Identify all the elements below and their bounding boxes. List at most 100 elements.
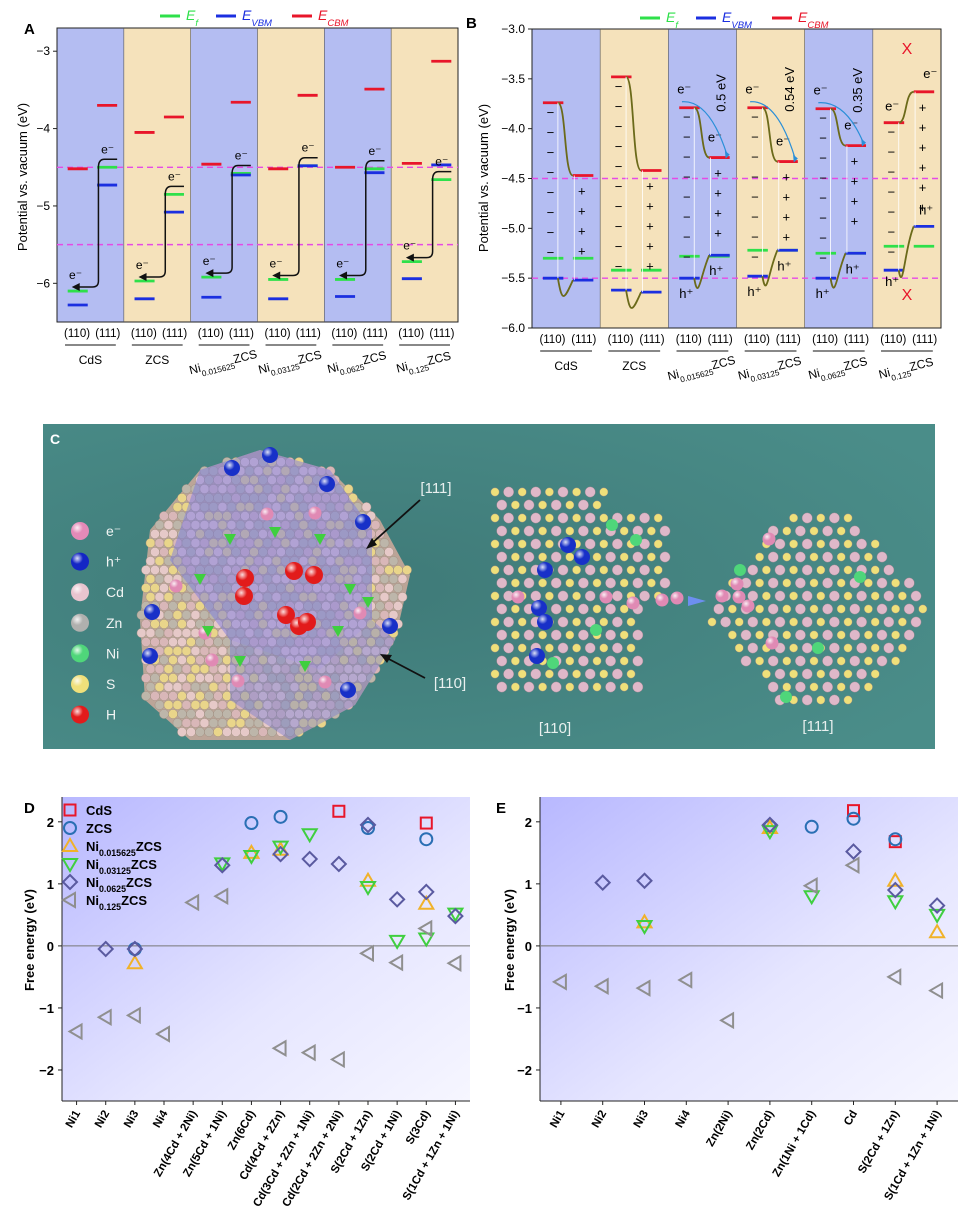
negative-charge: − bbox=[887, 225, 895, 240]
sulfur-atom bbox=[490, 539, 500, 549]
data-point bbox=[97, 940, 115, 958]
surface-atom bbox=[217, 682, 228, 692]
material-label-4: Ni0.0625ZCS bbox=[807, 354, 870, 386]
sulfur-atom bbox=[511, 526, 520, 536]
surface-atom bbox=[384, 601, 394, 611]
cation-atom bbox=[876, 551, 888, 563]
electron-transfer-arrowhead-2 bbox=[205, 269, 214, 278]
surface-atom bbox=[231, 727, 241, 737]
cb-bending-0 bbox=[557, 101, 574, 177]
legend-sphere-shine bbox=[71, 675, 89, 693]
surface-atom bbox=[172, 628, 183, 638]
sulfur-atom bbox=[619, 604, 629, 614]
hole-sphere-shine bbox=[529, 648, 545, 664]
hole-sphere-shine bbox=[340, 682, 356, 698]
surface-atom bbox=[154, 664, 165, 674]
cation-atom bbox=[550, 681, 562, 693]
cation-atom bbox=[801, 564, 813, 576]
cation-atom bbox=[910, 590, 922, 602]
surface-atom bbox=[375, 655, 385, 665]
sulfur-atom bbox=[891, 630, 900, 640]
electron-sphere-shine bbox=[308, 506, 322, 520]
cation-atom bbox=[876, 655, 888, 667]
surface-atom bbox=[343, 700, 354, 710]
band-offset-label: 0.5 eV bbox=[714, 74, 729, 112]
facet-label: (111) bbox=[429, 328, 454, 340]
positive-charge: + bbox=[919, 100, 927, 115]
negative-charge: − bbox=[819, 151, 827, 166]
cation-atom bbox=[496, 681, 508, 693]
sulfur-atom bbox=[511, 604, 520, 614]
cation-atom bbox=[550, 499, 562, 511]
surface-atom bbox=[177, 727, 187, 737]
panel-a-legend: Ef EVBM ECBM bbox=[160, 7, 349, 29]
surface-atom bbox=[379, 610, 390, 620]
data-point bbox=[213, 887, 229, 906]
electron-flow-arrowhead bbox=[861, 138, 867, 147]
blocked-mark-top: X bbox=[902, 41, 913, 58]
vb-bending-4 bbox=[829, 252, 847, 289]
surface-atom bbox=[177, 673, 187, 683]
sulfur-atom bbox=[870, 669, 880, 679]
sulfur-atom bbox=[565, 552, 575, 562]
surface-atom bbox=[145, 556, 156, 566]
sulfur-atom bbox=[517, 643, 527, 653]
negative-charge: − bbox=[615, 99, 623, 114]
hole-label: h⁺ bbox=[846, 261, 860, 276]
cation-atom bbox=[795, 525, 806, 537]
cation-atom bbox=[829, 590, 840, 602]
cation-atom bbox=[632, 551, 644, 563]
data-point bbox=[761, 816, 779, 834]
surface-atom bbox=[168, 529, 178, 539]
data-point bbox=[271, 840, 290, 856]
hole-sphere-shine bbox=[560, 537, 576, 553]
hydrogen-sphere-shine bbox=[285, 562, 303, 580]
surface-atom bbox=[181, 646, 192, 656]
sulfur-atom bbox=[572, 617, 581, 627]
panel-c-letter: C bbox=[50, 431, 60, 447]
surface-atom bbox=[375, 601, 385, 611]
cation-atom bbox=[795, 629, 806, 641]
cation-atom bbox=[822, 629, 833, 641]
data-point bbox=[273, 809, 288, 824]
sulfur-atom bbox=[572, 487, 581, 497]
cation-atom bbox=[584, 486, 596, 498]
nickel-atom bbox=[854, 571, 866, 583]
hole-sphere-shine bbox=[574, 549, 590, 565]
cation-atom bbox=[883, 642, 895, 654]
surface-atom bbox=[163, 646, 174, 656]
surface-atom bbox=[168, 691, 178, 701]
data-point bbox=[126, 940, 144, 958]
surface-atom bbox=[190, 718, 201, 728]
surface-atom bbox=[235, 718, 246, 728]
legend-label-ef: Ef bbox=[666, 9, 679, 31]
sulfur-atom bbox=[870, 591, 880, 601]
legend-label-evbm: EVBM bbox=[242, 7, 272, 29]
cation-atom bbox=[774, 538, 786, 550]
y-tick-label: −4.0 bbox=[501, 122, 525, 136]
surface-atom bbox=[172, 646, 183, 656]
sulfur-atom bbox=[707, 617, 717, 627]
negative-charge: − bbox=[819, 231, 827, 246]
surface-atom bbox=[370, 520, 381, 530]
cation-atom bbox=[557, 512, 569, 524]
negative-charge: − bbox=[547, 165, 555, 180]
sulfur-atom bbox=[762, 669, 771, 679]
cation-atom bbox=[605, 681, 616, 693]
transfer-triangle bbox=[224, 534, 236, 545]
y-tick-label: 1 bbox=[525, 877, 532, 892]
cation-atom bbox=[774, 668, 786, 680]
data-point bbox=[213, 856, 231, 874]
surface-atom bbox=[226, 718, 237, 728]
cation-atom bbox=[632, 655, 644, 667]
lattice-111 bbox=[707, 512, 928, 706]
electron-transfer-path-4 bbox=[345, 160, 385, 277]
hole-sphere-shine bbox=[262, 447, 278, 463]
sulfur-atom bbox=[538, 578, 547, 588]
cation-atom bbox=[503, 642, 514, 654]
data-point bbox=[67, 1022, 83, 1041]
negative-charge: − bbox=[683, 110, 691, 125]
sulfur-atom bbox=[843, 643, 853, 653]
data-point bbox=[593, 977, 609, 995]
sulfur-atom bbox=[898, 643, 907, 653]
